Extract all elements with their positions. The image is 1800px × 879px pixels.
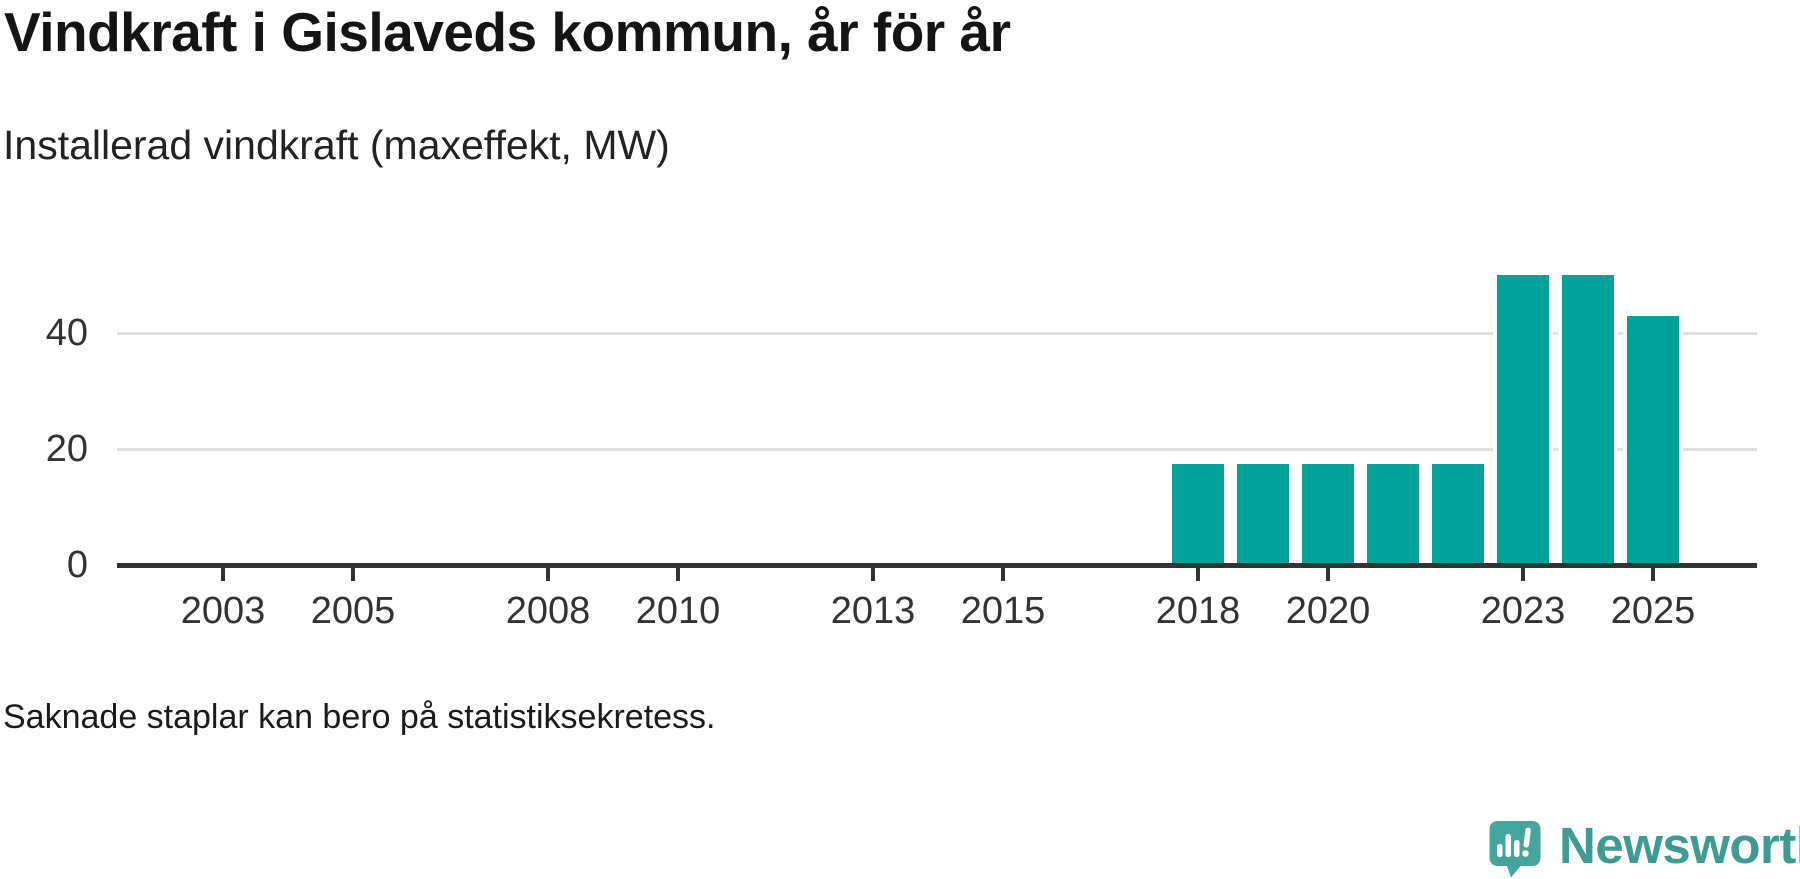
bar-2021 (1363, 463, 1423, 565)
x-axis-tick-2020 (1326, 567, 1330, 581)
x-axis-tick-2018 (1196, 567, 1200, 581)
x-axis-label: 2008 (505, 590, 591, 632)
chart-footnote: Saknade staplar kan bero på statistiksek… (3, 698, 716, 736)
x-axis-label: 2003 (180, 590, 266, 632)
bar-2018 (1168, 463, 1228, 565)
x-axis-label: 2015 (960, 590, 1046, 632)
bar-2019 (1233, 463, 1293, 565)
bar-2022 (1428, 463, 1488, 565)
bar-2025 (1623, 315, 1683, 565)
newsworthy-logo: Newsworthy (1489, 817, 1800, 878)
x-axis-label: 2018 (1155, 590, 1241, 632)
x-axis-tick-2025 (1651, 567, 1655, 581)
x-axis-tick-2013 (871, 567, 875, 581)
speech-bubble-bar-chart-icon (1489, 821, 1541, 878)
chart-subtitle: Installerad vindkraft (maxeffekt, MW) (3, 122, 670, 168)
bar-2023 (1493, 275, 1553, 565)
x-axis-label: 2025 (1610, 590, 1696, 632)
bar-2020 (1298, 463, 1358, 565)
x-axis-label: 2010 (635, 590, 721, 632)
gridline-y-20 (117, 447, 1757, 451)
y-axis-label: 20 (45, 428, 88, 470)
y-axis-label: 40 (45, 312, 88, 354)
x-axis-label: 2023 (1480, 590, 1566, 632)
gridline-y-40 (117, 331, 1757, 335)
chart-title: Vindkraft i Gislaveds kommun, år för år (4, 1, 1011, 63)
x-axis-label: 2020 (1285, 590, 1371, 632)
bar-2024 (1558, 275, 1618, 565)
x-axis-tick-2023 (1521, 567, 1525, 581)
x-axis-tick-2005 (351, 567, 355, 581)
x-axis-tick-2015 (1001, 567, 1005, 581)
y-axis-label: 0 (66, 544, 88, 586)
x-axis-label: 2013 (830, 590, 916, 632)
x-axis-tick-2008 (546, 567, 550, 581)
x-axis-label: 2005 (310, 590, 396, 632)
x-axis-tick-2003 (221, 567, 225, 581)
x-axis-tick-2010 (676, 567, 680, 581)
newsworthy-logo-text: Newsworthy (1559, 817, 1800, 874)
x-axis-line (117, 563, 1757, 568)
